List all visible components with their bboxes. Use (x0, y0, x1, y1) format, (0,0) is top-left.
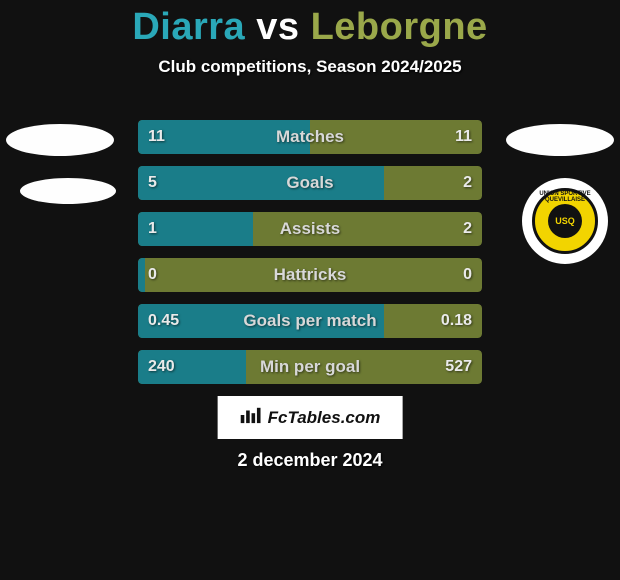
stat-label: Assists (138, 212, 482, 246)
player1-badge-placeholder-2 (20, 178, 116, 204)
club-badge-ring: UNION SPORTIVE QUEVILLAISE USQ (532, 188, 598, 254)
stat-row: 0.450.18Goals per match (138, 304, 482, 338)
club-badge-ring-text: UNION SPORTIVE QUEVILLAISE (535, 191, 595, 251)
club-badge-center-text: USQ (555, 216, 575, 226)
stat-label: Matches (138, 120, 482, 154)
club-badge-center: USQ (548, 204, 582, 238)
comparison-card: Diarra vs Leborgne Club competitions, Se… (0, 0, 620, 580)
title-player1: Diarra (132, 6, 245, 48)
title-player2: Leborgne (311, 6, 488, 48)
player2-badge-placeholder-1 (506, 124, 614, 156)
subtitle: Club competitions, Season 2024/2025 (0, 57, 620, 77)
date: 2 december 2024 (0, 450, 620, 471)
stat-label: Goals (138, 166, 482, 200)
stat-bars: 1111Matches 52Goals 12Assists 00Hattricks 0.… (138, 120, 482, 396)
stat-label: Goals per match (138, 304, 482, 338)
chart-icon (240, 406, 262, 429)
stat-label: Min per goal (138, 350, 482, 384)
source-badge: FcTables.com (218, 396, 403, 439)
stat-row: 1111Matches (138, 120, 482, 154)
page-title: Diarra vs Leborgne (0, 0, 620, 49)
source-text: FcTables.com (268, 408, 381, 428)
title-vs: vs (256, 6, 299, 48)
stat-row: 240527Min per goal (138, 350, 482, 384)
stat-row: 00Hattricks (138, 258, 482, 292)
player1-badge-placeholder-1 (6, 124, 114, 156)
player2-club-badge: UNION SPORTIVE QUEVILLAISE USQ (522, 178, 608, 264)
stat-row: 52Goals (138, 166, 482, 200)
stat-label: Hattricks (138, 258, 482, 292)
stat-row: 12Assists (138, 212, 482, 246)
